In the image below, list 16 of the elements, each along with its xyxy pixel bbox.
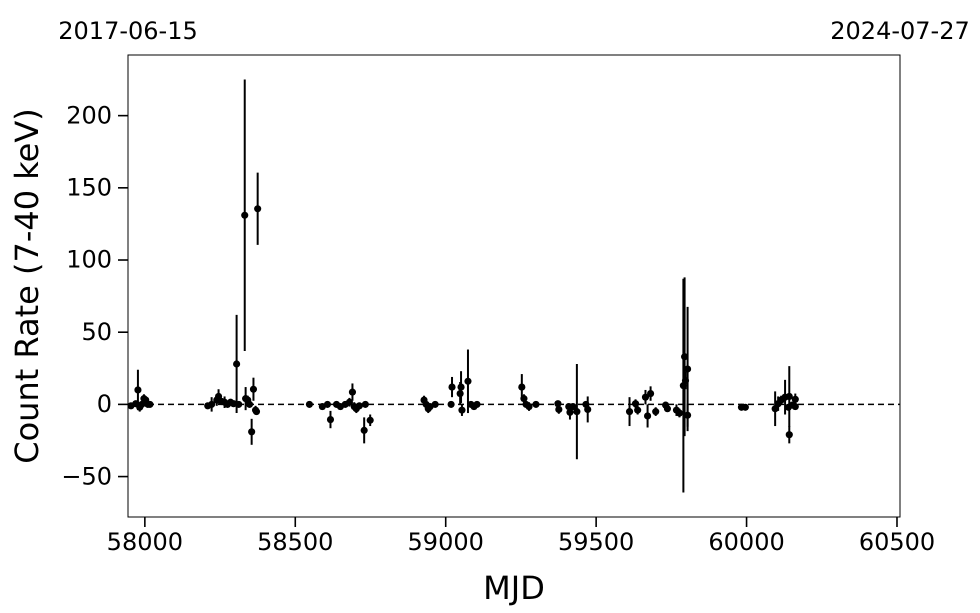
y-tick-label: 200	[66, 101, 112, 130]
x-tick-label: 58500	[257, 528, 334, 556]
x-axis-title: MJD	[483, 569, 545, 607]
x2-tick-label: 2024-07-27	[830, 17, 970, 45]
x-tick-label: 60000	[708, 528, 785, 556]
x-tick-label: 59500	[558, 528, 634, 556]
y-tick-label: −50	[61, 462, 112, 490]
x2-tick-label: 2017-06-15	[58, 17, 198, 45]
x-tick-label: 59000	[408, 528, 484, 556]
y-tick-label: 150	[66, 174, 112, 202]
x-tick-label: 60500	[858, 528, 936, 556]
y-tick-label: 0	[96, 390, 112, 418]
x-tick-label: 58000	[106, 528, 184, 556]
y-tick-label: 100	[66, 246, 112, 274]
y-axis-title: Count Rate (7-40 keV)	[8, 108, 46, 464]
y-tick-label: 50	[81, 318, 112, 346]
